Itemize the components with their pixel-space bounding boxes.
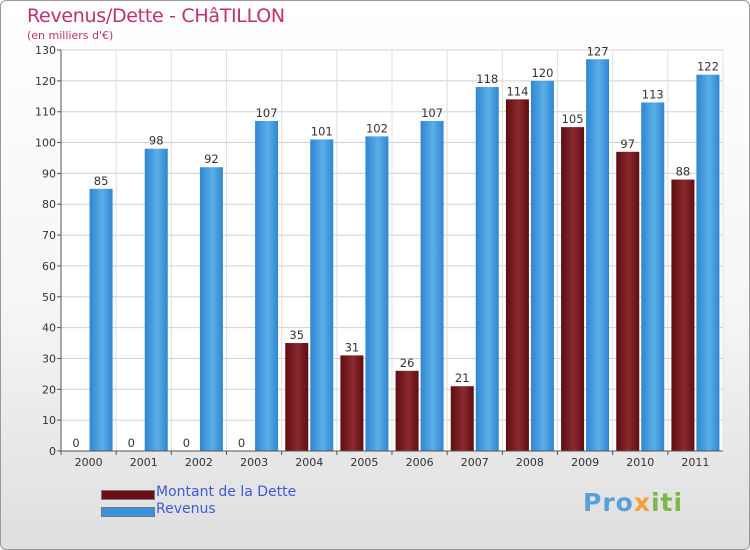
x-tick-label: 2003 — [240, 456, 268, 469]
bar-revenue — [365, 136, 389, 451]
x-tick-label: 2004 — [295, 456, 323, 469]
bar-debt — [561, 127, 585, 451]
bar-revenue — [89, 188, 113, 452]
data-label-debt: 26 — [400, 356, 415, 370]
bar-revenue — [475, 87, 499, 451]
data-label-revenue: 120 — [531, 66, 553, 80]
data-label-debt: 88 — [676, 165, 691, 179]
y-tick-label: 130 — [35, 44, 56, 57]
x-tick-label: 2005 — [350, 456, 378, 469]
y-tick-label: 50 — [42, 291, 56, 304]
data-label-revenue: 127 — [587, 44, 609, 58]
bar-debt — [616, 151, 640, 452]
bar-debt — [505, 99, 529, 451]
data-label-debt: 105 — [562, 112, 584, 126]
y-tick-label: 120 — [35, 75, 56, 88]
data-label-debt: 31 — [345, 340, 360, 354]
y-tick-label: 100 — [35, 137, 56, 150]
x-tick-label: 2009 — [571, 456, 599, 469]
x-tick-label: 2006 — [406, 456, 434, 469]
data-label-debt: 0 — [238, 436, 245, 450]
bar-revenue — [199, 167, 223, 451]
data-label-debt: 97 — [620, 137, 635, 151]
data-label-revenue: 122 — [697, 60, 719, 74]
bar-debt — [395, 370, 419, 451]
x-tick-label: 2007 — [461, 456, 489, 469]
data-label-revenue: 113 — [642, 87, 664, 101]
bar-revenue — [641, 102, 665, 451]
bar-revenue — [530, 80, 554, 451]
bar-debt — [671, 179, 695, 452]
x-tick-label: 2010 — [626, 456, 654, 469]
data-label-revenue: 85 — [94, 174, 109, 188]
bar-debt — [450, 386, 474, 451]
data-label-debt: 35 — [289, 328, 304, 342]
data-label-revenue: 102 — [366, 121, 388, 135]
data-label-debt: 114 — [506, 84, 528, 98]
y-tick-label: 0 — [49, 445, 56, 458]
data-label-revenue: 98 — [149, 134, 164, 148]
y-tick-label: 20 — [42, 383, 56, 396]
x-tick-label: 2008 — [516, 456, 544, 469]
x-tick-label: 2011 — [681, 456, 709, 469]
chart-title: Revenus/Dette - CHâTILLON — [27, 5, 285, 27]
bar-revenue — [420, 120, 444, 451]
y-tick-label: 10 — [42, 414, 56, 427]
data-label-debt: 0 — [128, 436, 135, 450]
data-label-debt: 21 — [455, 371, 470, 385]
x-tick-label: 2002 — [185, 456, 213, 469]
proxiti-logo: Proxiti — [583, 488, 684, 517]
bar-debt — [340, 355, 364, 451]
y-tick-label: 80 — [42, 198, 56, 211]
y-tick-label: 70 — [42, 229, 56, 242]
legend-swatch-debt — [101, 490, 155, 500]
unit-label: (en milliers d'€) — [27, 29, 114, 42]
data-label-revenue: 107 — [256, 106, 278, 120]
legend-label-debt: Montant de la Dette — [156, 484, 297, 500]
legend-label-revenue: Revenus — [156, 501, 216, 517]
y-tick-label: 110 — [35, 106, 56, 119]
y-tick-label: 60 — [42, 260, 56, 273]
bar-debt — [285, 343, 309, 451]
grid-lines — [60, 49, 724, 452]
data-label-revenue: 118 — [476, 72, 498, 86]
bar-revenue — [696, 74, 720, 451]
data-label-revenue: 107 — [421, 106, 443, 120]
data-label-revenue: 101 — [311, 124, 333, 138]
y-tick-label: 30 — [42, 352, 56, 365]
data-label-debt: 0 — [72, 436, 79, 450]
legend-swatch-revenue — [101, 507, 155, 517]
data-label-debt: 0 — [183, 436, 190, 450]
x-tick-label: 2000 — [75, 456, 103, 469]
bar-revenue — [144, 148, 168, 451]
x-tick-label: 2001 — [130, 456, 158, 469]
data-label-revenue: 92 — [204, 152, 219, 166]
bar-revenue — [255, 120, 279, 451]
y-tick-label: 90 — [42, 167, 56, 180]
bar-revenue — [310, 139, 334, 451]
bar-revenue — [586, 59, 610, 451]
y-tick-label: 40 — [42, 322, 56, 335]
